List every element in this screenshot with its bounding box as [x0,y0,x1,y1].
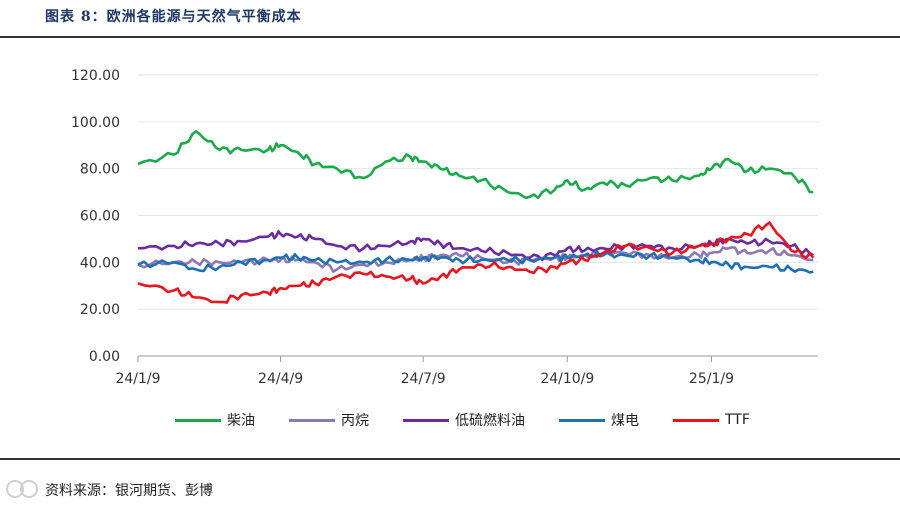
legend-swatch [673,418,719,422]
series-line-ttf [137,221,815,304]
y-tick-label: 120.00 [71,68,120,84]
x-tick-label: 24/10/9 [540,371,594,387]
legend-swatch [289,418,335,422]
y-tick-label: 100.00 [71,115,120,131]
legend-swatch [403,418,449,422]
legend-label: 丙烷 [341,413,369,429]
y-tick-label: 60.00 [80,209,120,225]
x-tick-label: 25/1/9 [689,371,734,387]
y-tick-label: 80.00 [80,162,120,178]
legend-item-ttf: TTF [673,410,750,430]
chart-legend: 柴油 丙烷 低硫燃料油 煤电 TTF [175,410,784,430]
legend-item-diesel: 柴油 [175,410,255,430]
legend-label: 煤电 [611,413,639,429]
legend-item-propane: 丙烷 [289,410,369,430]
y-tick-label: 0.00 [89,349,120,365]
x-tick-label: 24/7/9 [401,371,446,387]
legend-label: 低硫燃料油 [455,413,525,429]
legend-label: TTF [725,412,750,428]
legend-label: 柴油 [227,413,255,429]
bottom-divider [0,458,900,460]
legend-swatch [175,418,221,422]
legend-swatch [559,418,605,422]
chart-title: 图表 8：欧洲各能源与天然气平衡成本 [45,9,302,25]
series-line-diesel [137,129,814,200]
x-tick-label: 24/1/9 [115,371,160,387]
x-tick-label: 24/4/9 [258,371,303,387]
y-tick-label: 20.00 [80,302,120,318]
y-tick-label: 40.00 [80,255,120,271]
top-divider [0,36,900,38]
series-line-propane [137,246,814,273]
series-line-coal [137,250,814,274]
source-note: 资料来源：银河期货、彭博 [45,483,213,499]
line-chart: 0.00 20.00 40.00 60.00 80.00 100.00 120.00 24/1… [71,68,818,387]
legend-item-lsfo: 低硫燃料油 [403,410,525,430]
legend-item-coal: 煤电 [559,410,639,430]
watermark-logo-icon [6,480,38,498]
